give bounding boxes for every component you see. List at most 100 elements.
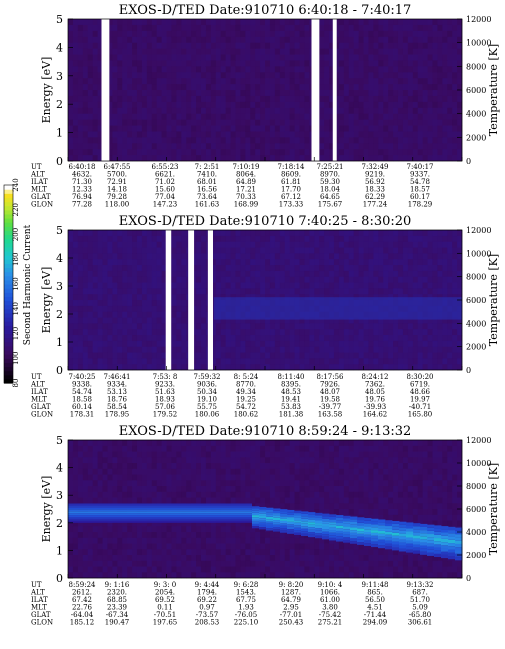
spectrogram-cell bbox=[329, 259, 335, 266]
spectrogram-cell bbox=[383, 78, 389, 85]
spectrogram-cell bbox=[225, 270, 231, 277]
spectrogram-cell bbox=[161, 19, 167, 26]
spectrogram-cell bbox=[107, 113, 113, 120]
spectrogram-cell bbox=[299, 247, 305, 254]
spectrogram-cell bbox=[200, 340, 207, 347]
spectrogram-cell bbox=[68, 526, 74, 533]
spectrogram-cell bbox=[122, 566, 128, 573]
spectrogram-cell bbox=[324, 131, 330, 138]
spectrogram-cell bbox=[171, 125, 177, 132]
spectrogram-cell bbox=[161, 24, 167, 32]
spectrogram-cell bbox=[141, 253, 148, 260]
spectrogram-cell bbox=[437, 235, 443, 242]
spectrogram-cell bbox=[299, 235, 305, 242]
spectrogram-cell bbox=[151, 323, 157, 330]
spectrogram-cell bbox=[122, 317, 128, 324]
spectrogram-cell bbox=[427, 247, 433, 254]
spectrogram-cell bbox=[358, 253, 364, 260]
spectrogram-cell bbox=[176, 265, 182, 272]
spectrogram-cell bbox=[442, 235, 448, 242]
spectrogram-cell bbox=[388, 270, 394, 277]
spectrogram-cell bbox=[136, 90, 143, 97]
spectrogram-cell bbox=[210, 155, 217, 162]
spectrogram-cell bbox=[136, 560, 143, 567]
spectrogram-cell bbox=[68, 119, 74, 126]
spectrogram-cell bbox=[97, 101, 103, 109]
spectrogram-cell bbox=[383, 137, 389, 144]
spectrogram-cell bbox=[279, 137, 285, 144]
spectrogram-cell bbox=[417, 143, 423, 150]
spectrogram-cell bbox=[397, 265, 404, 272]
spectrogram-cell bbox=[87, 364, 93, 371]
spectrogram-cell bbox=[368, 60, 374, 67]
spectrogram-cell bbox=[358, 30, 364, 38]
spectrogram-cell bbox=[210, 537, 217, 544]
spectrogram-cell bbox=[141, 346, 148, 353]
spectrogram-cell bbox=[274, 288, 281, 295]
spectrogram-cell bbox=[432, 247, 438, 254]
spectrogram-cell bbox=[176, 42, 182, 49]
spectrogram-cell bbox=[427, 276, 433, 283]
spectrogram-cell bbox=[186, 143, 192, 150]
spectrogram-cell bbox=[210, 440, 217, 447]
spectrogram-cell bbox=[442, 358, 448, 365]
spectrogram-cell bbox=[279, 24, 285, 32]
spectrogram-cell bbox=[171, 230, 177, 237]
spectrogram-cell bbox=[225, 48, 231, 55]
spectrogram-cell bbox=[260, 36, 266, 43]
spectrogram-cell bbox=[329, 265, 335, 272]
spectrogram-cell bbox=[107, 78, 113, 85]
spectrogram-cell bbox=[250, 335, 256, 342]
spectrogram-cell bbox=[87, 445, 93, 452]
spectrogram-cell bbox=[141, 486, 148, 493]
spectrogram-cell bbox=[279, 317, 285, 324]
spectrogram-cell bbox=[240, 149, 246, 156]
spectrogram-cell bbox=[186, 497, 192, 504]
spectrogram-cell bbox=[427, 282, 433, 289]
spectrogram-cell bbox=[289, 78, 295, 85]
spectrogram-cell bbox=[112, 60, 118, 67]
spectrogram-cell bbox=[161, 235, 167, 242]
spectrogram-cell bbox=[107, 155, 113, 162]
spectrogram-cell bbox=[260, 131, 266, 138]
orbit-row-label: MLT bbox=[31, 186, 47, 194]
spectrogram-cell bbox=[161, 119, 167, 126]
spectrogram-cell bbox=[397, 125, 404, 132]
spectrogram-cell bbox=[176, 270, 182, 277]
spectrogram-cell bbox=[82, 526, 88, 533]
spectrogram-cell bbox=[200, 54, 207, 61]
spectrogram-cell bbox=[329, 101, 335, 109]
spectrogram-cell bbox=[132, 113, 138, 120]
spectrogram-cell bbox=[200, 294, 207, 301]
spectrogram-cell bbox=[141, 440, 148, 447]
spectrogram-cell bbox=[220, 155, 226, 162]
spectrogram-cell bbox=[309, 346, 315, 353]
spectrogram-cell bbox=[240, 119, 246, 126]
spectrogram-cell bbox=[205, 131, 212, 138]
spectrogram-cell bbox=[200, 30, 207, 38]
spectrogram-cell bbox=[343, 282, 350, 289]
spectrogram-cell bbox=[87, 24, 93, 32]
spectrogram-cell bbox=[343, 358, 350, 365]
spectrogram-cell bbox=[132, 270, 138, 277]
spectrogram-cell bbox=[215, 560, 221, 567]
spectrogram-cell bbox=[245, 491, 251, 498]
spectrogram-cell bbox=[107, 463, 113, 470]
spectrogram-cell bbox=[151, 36, 157, 43]
spectrogram-cell bbox=[127, 253, 133, 260]
spectrogram-cell bbox=[432, 253, 438, 260]
spectrogram-cell bbox=[269, 253, 276, 260]
spectrogram-cell bbox=[255, 19, 261, 26]
spectrogram-cell bbox=[447, 288, 453, 295]
spectrogram-cell bbox=[284, 54, 290, 61]
spectrogram-cell bbox=[102, 235, 108, 242]
spectrogram-cell bbox=[407, 335, 414, 342]
colorbar-swatch bbox=[4, 213, 13, 219]
spectrogram-cell bbox=[200, 305, 207, 312]
colorbar-swatch bbox=[4, 300, 13, 306]
spectrogram-cell bbox=[250, 84, 256, 91]
spectrogram-cell bbox=[122, 276, 128, 283]
spectrogram-cell bbox=[279, 270, 285, 277]
spectrogram-cell bbox=[314, 352, 320, 359]
spectrogram-cell bbox=[393, 36, 399, 43]
